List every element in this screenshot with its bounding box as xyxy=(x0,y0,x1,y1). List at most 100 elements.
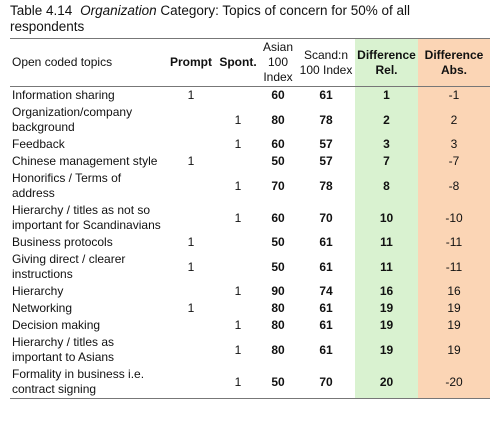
table-cell xyxy=(165,170,217,202)
table-cell: 1 xyxy=(234,342,242,357)
caption-text: Category: Topics of concern for 50% of a… xyxy=(10,3,411,34)
table-cell: 50 xyxy=(271,154,285,168)
table-cell: -8 xyxy=(418,170,490,202)
table-cell: 60 xyxy=(271,210,285,225)
column-header: Asian 100 Index xyxy=(262,40,294,84)
column-header: Spont. xyxy=(219,55,257,69)
table-cell: 1 xyxy=(187,301,195,315)
table-cell: 1 xyxy=(355,86,418,104)
data-table: Open coded topics Prompt Spont. Asian 100 I… xyxy=(10,38,490,399)
table-cell: 1 xyxy=(234,318,242,332)
table-cell xyxy=(165,283,217,300)
table-cell: 2 xyxy=(418,104,490,136)
table-cell: 20 xyxy=(355,366,418,399)
table-row: Giving direct / clearer instructions 1 50 6… xyxy=(10,251,490,283)
table-cell xyxy=(165,334,217,366)
table-cell: Feedback xyxy=(12,137,65,151)
table-cell: 1 xyxy=(234,178,242,193)
header-row: Open coded topics Prompt Spont. Asian 100 I… xyxy=(10,38,490,87)
table-cell: 3 xyxy=(418,136,490,153)
table-cell: 16 xyxy=(418,283,490,300)
table-cell: 2 xyxy=(355,104,418,136)
table-cell: 1 xyxy=(187,154,195,168)
table-cell: 19 xyxy=(418,317,490,334)
table-cell: 80 xyxy=(271,301,285,315)
table-row: Networking 1 80 61 19 19 xyxy=(10,300,490,317)
table-cell: 50 xyxy=(271,374,285,389)
table-cell: 1 xyxy=(187,88,195,102)
table-cell: 16 xyxy=(355,283,418,300)
table-cell: 57 xyxy=(319,137,333,151)
table-cell: 11 xyxy=(355,234,418,251)
table-row: Hierarchy / titles as not so important f… xyxy=(10,202,490,234)
table-row: Business protocols 1 50 61 11 -11 xyxy=(10,234,490,251)
table-cell: Organization/company background xyxy=(12,105,133,134)
table-cell xyxy=(165,202,217,234)
table-cell: 80 xyxy=(271,112,285,127)
table-row: Honorifics / Terms of address 1 70 78 8 -8 xyxy=(10,170,490,202)
table-body: Information sharing 1 60 61 1 -1 Organization/… xyxy=(10,86,490,399)
table-cell: 11 xyxy=(355,251,418,283)
table-cell: 78 xyxy=(319,112,333,127)
table-cell: 1 xyxy=(234,284,242,298)
table-cell: -10 xyxy=(418,202,490,234)
table-cell: -1 xyxy=(418,86,490,104)
table-row: Decision making 1 80 61 19 19 xyxy=(10,317,490,334)
table-row: Organization/company background 1 80 78 2 2 xyxy=(10,104,490,136)
table-cell: 3 xyxy=(355,136,418,153)
table-cell: 1 xyxy=(234,210,242,225)
column-header: Scand:n 100 Index xyxy=(299,47,353,77)
table-cell: 60 xyxy=(271,137,285,151)
table-cell: 10 xyxy=(355,202,418,234)
column-header: Difference Rel. xyxy=(355,38,418,87)
table-cell: Hierarchy / titles as not so important f… xyxy=(12,203,161,232)
table-cell: Decision making xyxy=(12,318,101,332)
table-cell: 60 xyxy=(271,88,285,102)
table-cell xyxy=(217,153,259,170)
table-cell: 19 xyxy=(418,300,490,317)
table-cell: 70 xyxy=(319,374,333,389)
table-cell: -11 xyxy=(418,234,490,251)
table-cell: 19 xyxy=(355,317,418,334)
caption: Table 4.14 Organization Category: Topics… xyxy=(10,3,480,35)
table-cell: Hierarchy xyxy=(12,284,64,298)
table-cell: 90 xyxy=(271,284,285,298)
table-cell xyxy=(165,104,217,136)
table-cell: 70 xyxy=(319,210,333,225)
table-cell: 19 xyxy=(355,334,418,366)
table-cell xyxy=(217,251,259,283)
table-cell: -7 xyxy=(418,153,490,170)
table-cell xyxy=(165,136,217,153)
table-row: Hierarchy / titles as important to Asian… xyxy=(10,334,490,366)
table-cell: 50 xyxy=(271,235,285,249)
table-cell: 1 xyxy=(234,112,242,127)
table-cell: 61 xyxy=(319,235,333,249)
table-cell: 7 xyxy=(355,153,418,170)
table-cell: 19 xyxy=(418,334,490,366)
table-cell: 61 xyxy=(319,88,333,102)
table-cell xyxy=(165,366,217,399)
table-cell: Formality in business i.e. contract sign… xyxy=(12,367,145,396)
table-cell: 1 xyxy=(187,235,195,249)
caption-emphasis: Organization xyxy=(80,3,157,18)
table-cell: -11 xyxy=(418,251,490,283)
caption-label: Table 4.14 xyxy=(10,3,73,18)
column-header: Prompt xyxy=(170,55,212,69)
table-cell xyxy=(217,87,259,105)
table-row: Formality in business i.e. contract sign… xyxy=(10,366,490,399)
column-header: Difference Abs. xyxy=(418,38,490,87)
table-cell: 1 xyxy=(234,137,242,151)
table-row: Chinese management style 1 50 57 7 -7 xyxy=(10,153,490,170)
table-cell: 1 xyxy=(234,374,242,389)
column-header: Open coded topics xyxy=(12,55,113,69)
table-cell: Hierarchy / titles as important to Asian… xyxy=(12,335,115,364)
table-cell: 61 xyxy=(319,301,333,315)
table-cell: 78 xyxy=(319,178,333,193)
table-cell xyxy=(165,317,217,334)
table-cell: Chinese management style xyxy=(12,154,158,168)
table-cell: 8 xyxy=(355,170,418,202)
table-row: Hierarchy 1 90 74 16 16 xyxy=(10,283,490,300)
table-cell: 80 xyxy=(271,342,285,357)
table-row: Feedback 1 60 57 3 3 xyxy=(10,136,490,153)
